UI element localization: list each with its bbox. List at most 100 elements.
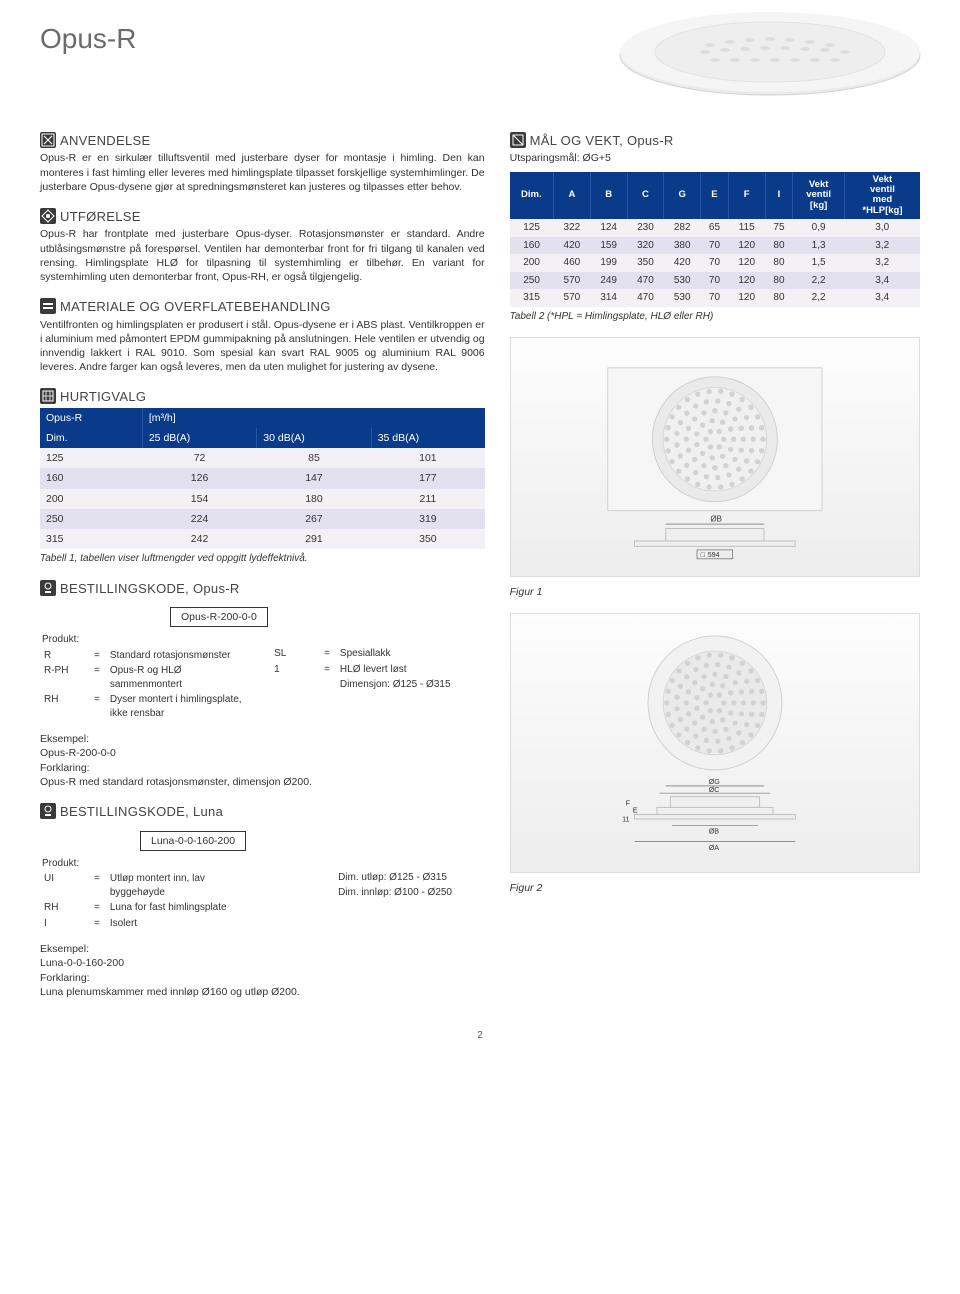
dimensions-icon	[510, 132, 526, 148]
table-cell: 350	[371, 529, 484, 549]
table-cell: 460	[554, 254, 591, 272]
table-cell: 126	[142, 468, 256, 488]
application-icon	[40, 132, 56, 148]
order-luna-code: Luna-0-0-160-200	[140, 831, 246, 851]
table-cell: 230	[627, 219, 664, 237]
table-cell: 322	[554, 219, 591, 237]
table-cell: 530	[664, 289, 701, 307]
svg-text:ØC: ØC	[709, 787, 720, 795]
mal-vekt-caption: Tabell 2 (*HPL = Himlingsplate, HLØ elle…	[510, 310, 920, 324]
table-cell: 177	[371, 468, 484, 488]
order-line-cell	[274, 871, 322, 885]
table-cell: 249	[590, 272, 627, 290]
order-luna-left-title: Produkt:	[42, 857, 262, 871]
order-line-cell: Dimensjon: Ø125 - Ø315	[340, 678, 459, 692]
svg-text:ØB: ØB	[710, 515, 722, 524]
order-line-cell	[274, 678, 322, 692]
order-line-cell: =	[94, 693, 108, 720]
table-cell: 199	[590, 254, 627, 272]
table-header: C	[627, 172, 664, 220]
order-opus-left-title: Produkt:	[42, 633, 262, 647]
order-line-cell: Utløp montert inn, lav byggehøyde	[110, 872, 260, 899]
table-cell: 3,0	[844, 219, 920, 237]
table-cell: 147	[257, 468, 371, 488]
table-cell: 200	[40, 489, 142, 509]
table-cell: 282	[664, 219, 701, 237]
svg-text:F: F	[626, 800, 631, 808]
hv-col-2: 30 dB(A)	[257, 428, 371, 448]
table-cell: 80	[765, 237, 793, 255]
table-cell: 70	[701, 289, 729, 307]
table-cell: 80	[765, 254, 793, 272]
table-cell: 120	[728, 254, 765, 272]
heading-bestilling-opus: BESTILLINGSKODE, Opus-R	[40, 580, 485, 598]
table-cell: 70	[701, 237, 729, 255]
order-opus-example: Eksempel: Opus-R-200-0-0 Forklaring: Opu…	[40, 732, 485, 789]
utforelse-text: Opus-R har frontplate med justerbare Opu…	[40, 227, 485, 284]
figure-2-label: Figur 2	[510, 881, 920, 895]
hero-diffuser-image	[560, 0, 940, 110]
table-cell: 350	[627, 254, 664, 272]
hv-title-name: Opus-R	[40, 408, 142, 428]
order-line-cell: Dyser montert i himlingsplate, ikke rens…	[110, 693, 260, 720]
order-line-cell: R	[44, 649, 92, 663]
table-header: I	[765, 172, 793, 220]
table-cell: 85	[257, 448, 371, 468]
figure-2-image: ØG ØC ØB ØA F E 11	[510, 613, 920, 873]
order-line-cell: =	[94, 917, 108, 931]
hv-col-1: 25 dB(A)	[142, 428, 256, 448]
order-line-cell	[324, 678, 338, 692]
order-line-cell: =	[94, 901, 108, 915]
heading-anvendelse: ANVENDELSE	[40, 132, 485, 150]
table-cell: 3,4	[844, 272, 920, 290]
table-header: G	[664, 172, 701, 220]
table-cell: 65	[701, 219, 729, 237]
page-number: 2	[40, 1029, 920, 1043]
order-line-cell: Standard rotasjonsmønster	[110, 649, 260, 663]
order-line-cell: UI	[44, 872, 92, 899]
order-line-cell: =	[94, 872, 108, 899]
table-cell: 320	[627, 237, 664, 255]
table-cell: 2,2	[793, 289, 845, 307]
table-cell: 380	[664, 237, 701, 255]
table-cell: 267	[257, 509, 371, 529]
table-cell: 224	[142, 509, 256, 529]
table-cell: 159	[590, 237, 627, 255]
table-cell: 315	[510, 289, 554, 307]
table-cell: 570	[554, 272, 591, 290]
table-cell: 315	[40, 529, 142, 549]
hv-col-0: Dim.	[40, 428, 142, 448]
order-icon	[40, 803, 56, 819]
order-line-cell: RH	[44, 693, 92, 720]
table-cell: 530	[664, 272, 701, 290]
svg-text:594: 594	[708, 551, 720, 559]
order-line-cell: =	[94, 664, 108, 691]
svg-text:11: 11	[622, 816, 629, 824]
table-cell: 211	[371, 489, 484, 509]
table-cell: 3,2	[844, 237, 920, 255]
table-cell: 70	[701, 254, 729, 272]
table-cell: 160	[40, 468, 142, 488]
svg-text:ØG: ØG	[709, 779, 721, 787]
table-cell: 2,2	[793, 272, 845, 290]
order-line-cell: HLØ levert løst	[340, 663, 459, 677]
table-cell: 470	[627, 272, 664, 290]
table-cell: 0,9	[793, 219, 845, 237]
table-header: F	[728, 172, 765, 220]
table-cell: 120	[728, 237, 765, 255]
table-header: B	[590, 172, 627, 220]
table-cell: 180	[257, 489, 371, 509]
table-header: Vektventilmed*HLP[kg]	[844, 172, 920, 220]
table-cell: 80	[765, 272, 793, 290]
table-cell: 250	[510, 272, 554, 290]
table-cell: 80	[765, 289, 793, 307]
table-cell: 115	[728, 219, 765, 237]
table-cell: 470	[627, 289, 664, 307]
materiale-text: Ventilfronten og himlingsplaten er produ…	[40, 318, 485, 375]
heading-hurtigvalg: HURTIGVALG	[40, 388, 485, 406]
table-cell: 154	[142, 489, 256, 509]
hv-col-3: 35 dB(A)	[371, 428, 484, 448]
table-cell: 319	[371, 509, 484, 529]
svg-text:E: E	[633, 807, 638, 815]
order-line-cell: =	[94, 649, 108, 663]
